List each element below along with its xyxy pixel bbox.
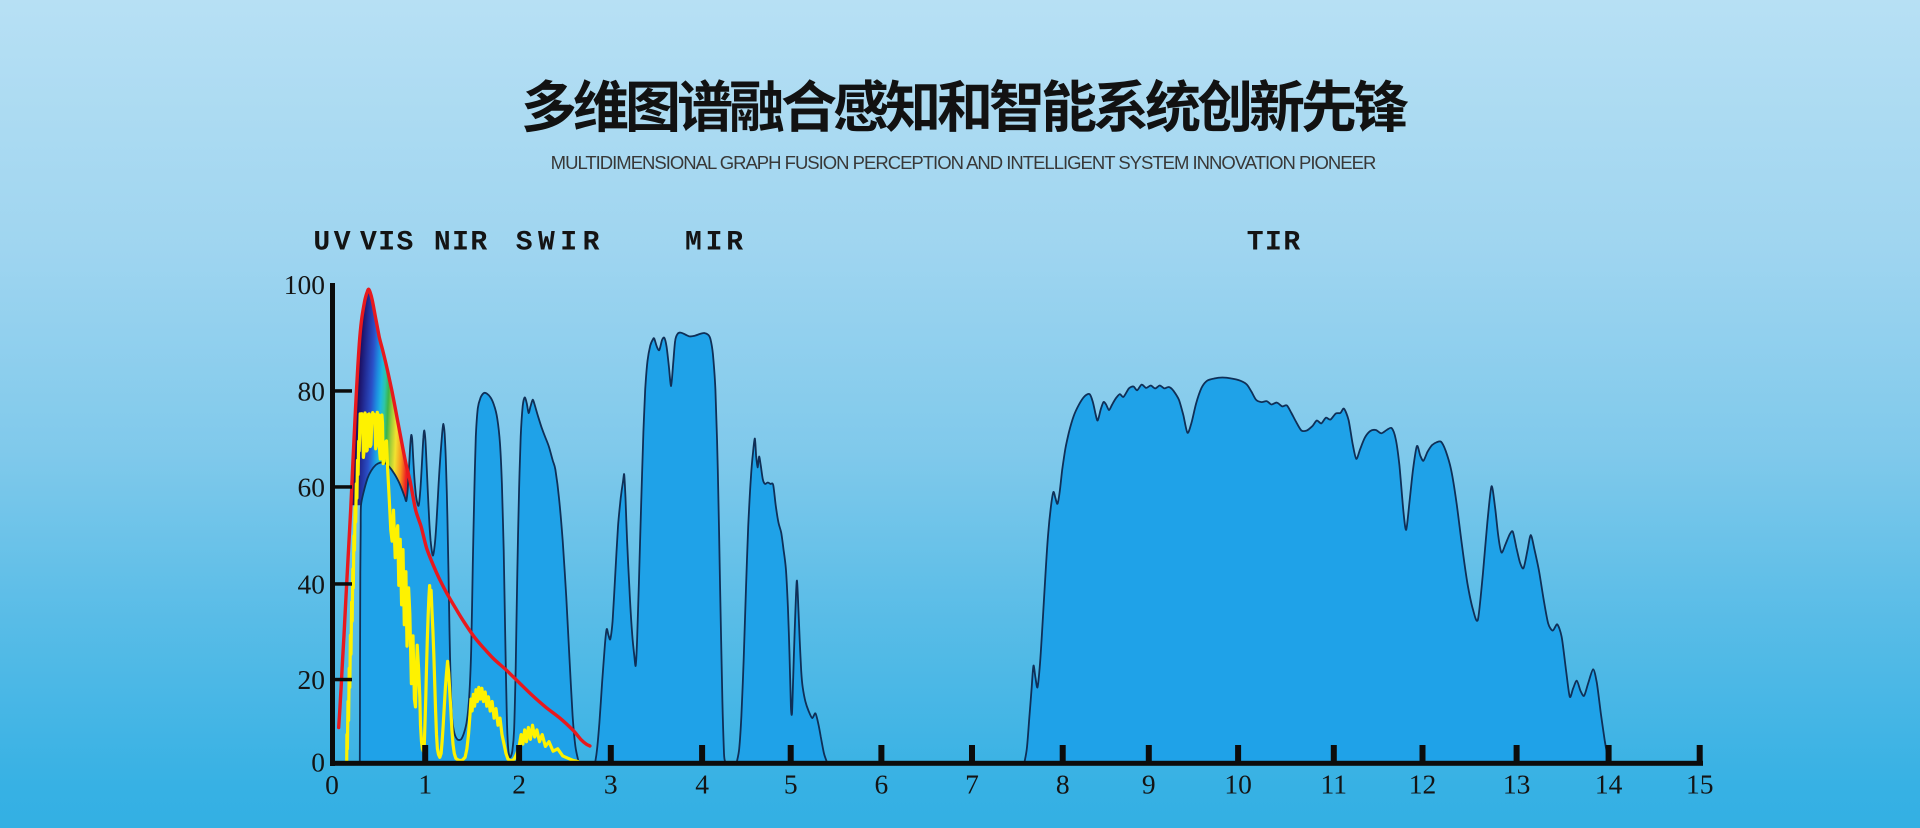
svg-text:VIS: VIS — [360, 228, 415, 259]
svg-text:6: 6 — [875, 769, 889, 800]
svg-text:TIR: TIR — [1247, 228, 1302, 259]
svg-text:13: 13 — [1503, 769, 1531, 800]
svg-text:3: 3 — [604, 769, 618, 800]
svg-text:60: 60 — [298, 471, 326, 502]
svg-text:20: 20 — [298, 664, 326, 695]
svg-text:11: 11 — [1321, 769, 1347, 800]
svg-text:1: 1 — [418, 769, 432, 800]
svg-text:100: 100 — [284, 269, 325, 300]
svg-text:4: 4 — [695, 769, 709, 800]
svg-text:8: 8 — [1056, 769, 1070, 800]
svg-text:40: 40 — [298, 568, 326, 599]
svg-text:MULTIDIMENSIONAL GRAPH FUSION: MULTIDIMENSIONAL GRAPH FUSION PERCEPTION… — [551, 152, 1376, 173]
svg-text:80: 80 — [298, 375, 326, 406]
svg-text:0: 0 — [325, 769, 339, 800]
svg-text:10: 10 — [1224, 769, 1252, 800]
svg-text:0: 0 — [311, 746, 325, 777]
svg-text:14: 14 — [1595, 769, 1623, 800]
svg-text:NIR: NIR — [434, 228, 489, 259]
svg-text:SWIR: SWIR — [516, 228, 605, 259]
svg-text:MIR: MIR — [685, 228, 747, 259]
svg-text:UV: UV — [313, 228, 354, 259]
svg-text:12: 12 — [1409, 769, 1437, 800]
svg-text:7: 7 — [965, 769, 979, 800]
svg-text:15: 15 — [1686, 769, 1714, 800]
svg-text:5: 5 — [784, 769, 798, 800]
svg-text:2: 2 — [512, 769, 526, 800]
svg-text:9: 9 — [1142, 769, 1156, 800]
